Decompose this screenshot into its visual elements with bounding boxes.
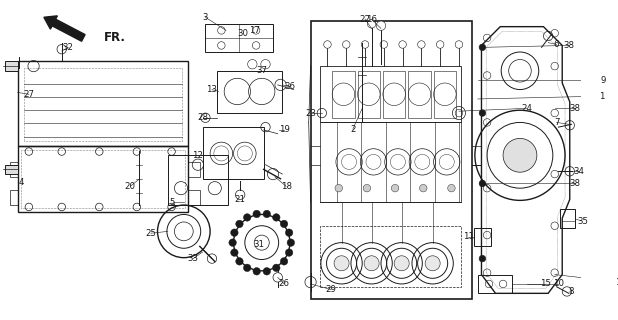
Text: 38: 38	[570, 179, 581, 188]
Circle shape	[229, 239, 237, 246]
Circle shape	[243, 264, 251, 272]
Circle shape	[235, 220, 243, 228]
Circle shape	[281, 220, 288, 228]
Circle shape	[420, 184, 427, 192]
Text: 11: 11	[463, 233, 474, 242]
Text: 12: 12	[192, 151, 203, 160]
Circle shape	[243, 214, 251, 221]
Circle shape	[263, 268, 271, 275]
Circle shape	[253, 268, 260, 275]
Text: 9: 9	[601, 76, 606, 85]
Text: 23: 23	[305, 108, 316, 117]
Circle shape	[335, 184, 342, 192]
Circle shape	[362, 41, 369, 48]
Text: 28: 28	[197, 113, 208, 122]
Circle shape	[263, 210, 271, 218]
Circle shape	[455, 41, 463, 48]
Circle shape	[425, 256, 440, 271]
Text: 37: 37	[256, 66, 267, 75]
Text: 38: 38	[563, 41, 574, 50]
Text: 15: 15	[540, 279, 551, 288]
Circle shape	[479, 180, 486, 187]
Text: 20: 20	[125, 182, 136, 191]
Circle shape	[342, 41, 350, 48]
Circle shape	[254, 235, 269, 250]
Polygon shape	[6, 61, 17, 71]
Circle shape	[273, 273, 282, 282]
Circle shape	[286, 249, 293, 256]
Circle shape	[447, 184, 455, 192]
Text: 18: 18	[281, 182, 292, 191]
Text: 17: 17	[248, 26, 260, 35]
Text: 24: 24	[521, 104, 532, 113]
Circle shape	[273, 214, 280, 221]
Text: 3: 3	[203, 13, 208, 22]
Circle shape	[231, 249, 238, 256]
Text: 25: 25	[145, 229, 156, 238]
Circle shape	[394, 256, 409, 271]
Circle shape	[273, 264, 280, 272]
Text: 34: 34	[574, 167, 585, 176]
Circle shape	[363, 184, 371, 192]
Circle shape	[281, 258, 288, 265]
Text: 36: 36	[284, 82, 295, 91]
Circle shape	[479, 44, 486, 51]
Circle shape	[235, 258, 243, 265]
Text: 16: 16	[366, 15, 377, 24]
Circle shape	[376, 21, 386, 30]
Circle shape	[418, 41, 425, 48]
Text: 2: 2	[350, 124, 355, 133]
Text: 29: 29	[326, 285, 337, 294]
Text: 8: 8	[569, 287, 574, 296]
Circle shape	[367, 20, 376, 28]
Polygon shape	[6, 165, 17, 174]
Text: 5: 5	[170, 198, 176, 207]
Text: 38: 38	[570, 104, 581, 113]
Text: 1: 1	[599, 92, 604, 101]
Text: 22: 22	[360, 15, 371, 24]
Circle shape	[253, 210, 260, 218]
Circle shape	[286, 229, 293, 236]
Text: 21: 21	[235, 195, 245, 204]
Text: 6: 6	[554, 40, 559, 49]
Circle shape	[391, 184, 399, 192]
Circle shape	[364, 256, 379, 271]
Text: 13: 13	[206, 85, 218, 94]
Circle shape	[231, 229, 238, 236]
Text: FR.: FR.	[104, 31, 126, 44]
Text: 30: 30	[237, 29, 248, 38]
Text: 26: 26	[279, 279, 290, 288]
Text: 19: 19	[279, 125, 290, 134]
Circle shape	[479, 110, 486, 116]
Text: 35: 35	[577, 217, 588, 226]
Circle shape	[479, 255, 486, 262]
Text: 7: 7	[554, 118, 559, 127]
Circle shape	[503, 139, 537, 172]
Text: 4: 4	[19, 178, 24, 187]
Text: 14: 14	[615, 277, 618, 287]
Text: 32: 32	[63, 43, 74, 52]
Text: 31: 31	[253, 240, 265, 249]
Circle shape	[380, 41, 387, 48]
Circle shape	[287, 239, 295, 246]
Text: 10: 10	[553, 279, 564, 288]
FancyArrow shape	[44, 16, 85, 41]
Circle shape	[436, 41, 444, 48]
Text: 27: 27	[23, 90, 35, 99]
Text: 33: 33	[188, 254, 199, 263]
Circle shape	[324, 41, 331, 48]
Circle shape	[399, 41, 407, 48]
Circle shape	[334, 256, 349, 271]
